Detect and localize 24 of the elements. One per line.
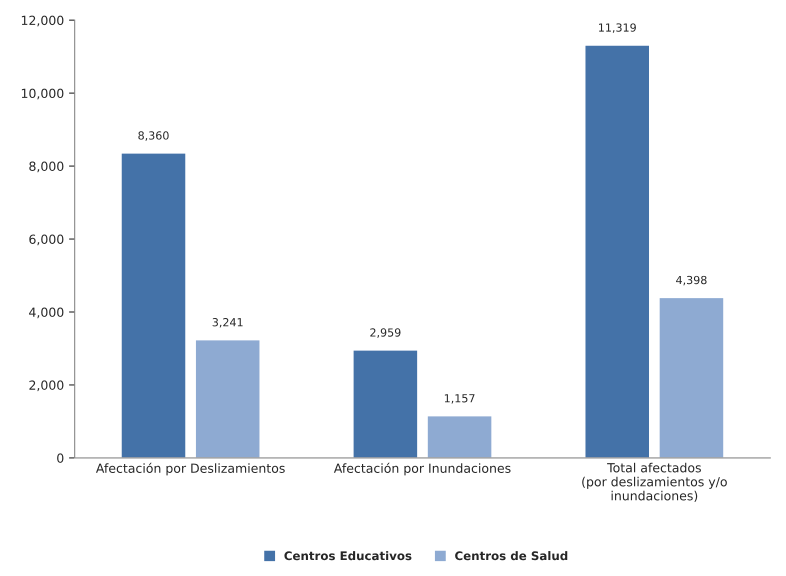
- bar: [584, 44, 650, 458]
- data-label: 11,319: [599, 23, 636, 33]
- y-tick-label: 8,000: [29, 162, 64, 172]
- y-tick-label: 2,000: [29, 380, 64, 392]
- legend-label: Centros de Salud: [455, 551, 568, 560]
- y-tick-label: 12,000: [22, 16, 64, 26]
- x-tick-label: Afectación por Inundaciones: [334, 462, 511, 476]
- y-tick-label: 0: [57, 453, 64, 463]
- x-tick-label: Total afectados (por deslizamientos y/o inundaciones): [582, 462, 727, 502]
- bar: [194, 338, 261, 458]
- data-label: 2,959: [370, 328, 400, 338]
- data-label: 3,241: [212, 318, 243, 328]
- data-label: 4,398: [676, 276, 707, 286]
- bar: [658, 296, 725, 458]
- x-tick-label: Afectación por Deslizamientos: [96, 462, 285, 476]
- data-label: 8,360: [138, 131, 169, 141]
- bar: [352, 349, 419, 458]
- bar: [120, 152, 187, 458]
- y-tick-label: 10,000: [22, 88, 64, 100]
- y-tick-label: 6,000: [29, 234, 64, 246]
- y-tick-label: 4,000: [29, 307, 64, 318]
- data-label: 1,157: [444, 394, 475, 404]
- bar: [426, 415, 493, 458]
- legend-label: Centros Educativos: [284, 551, 412, 560]
